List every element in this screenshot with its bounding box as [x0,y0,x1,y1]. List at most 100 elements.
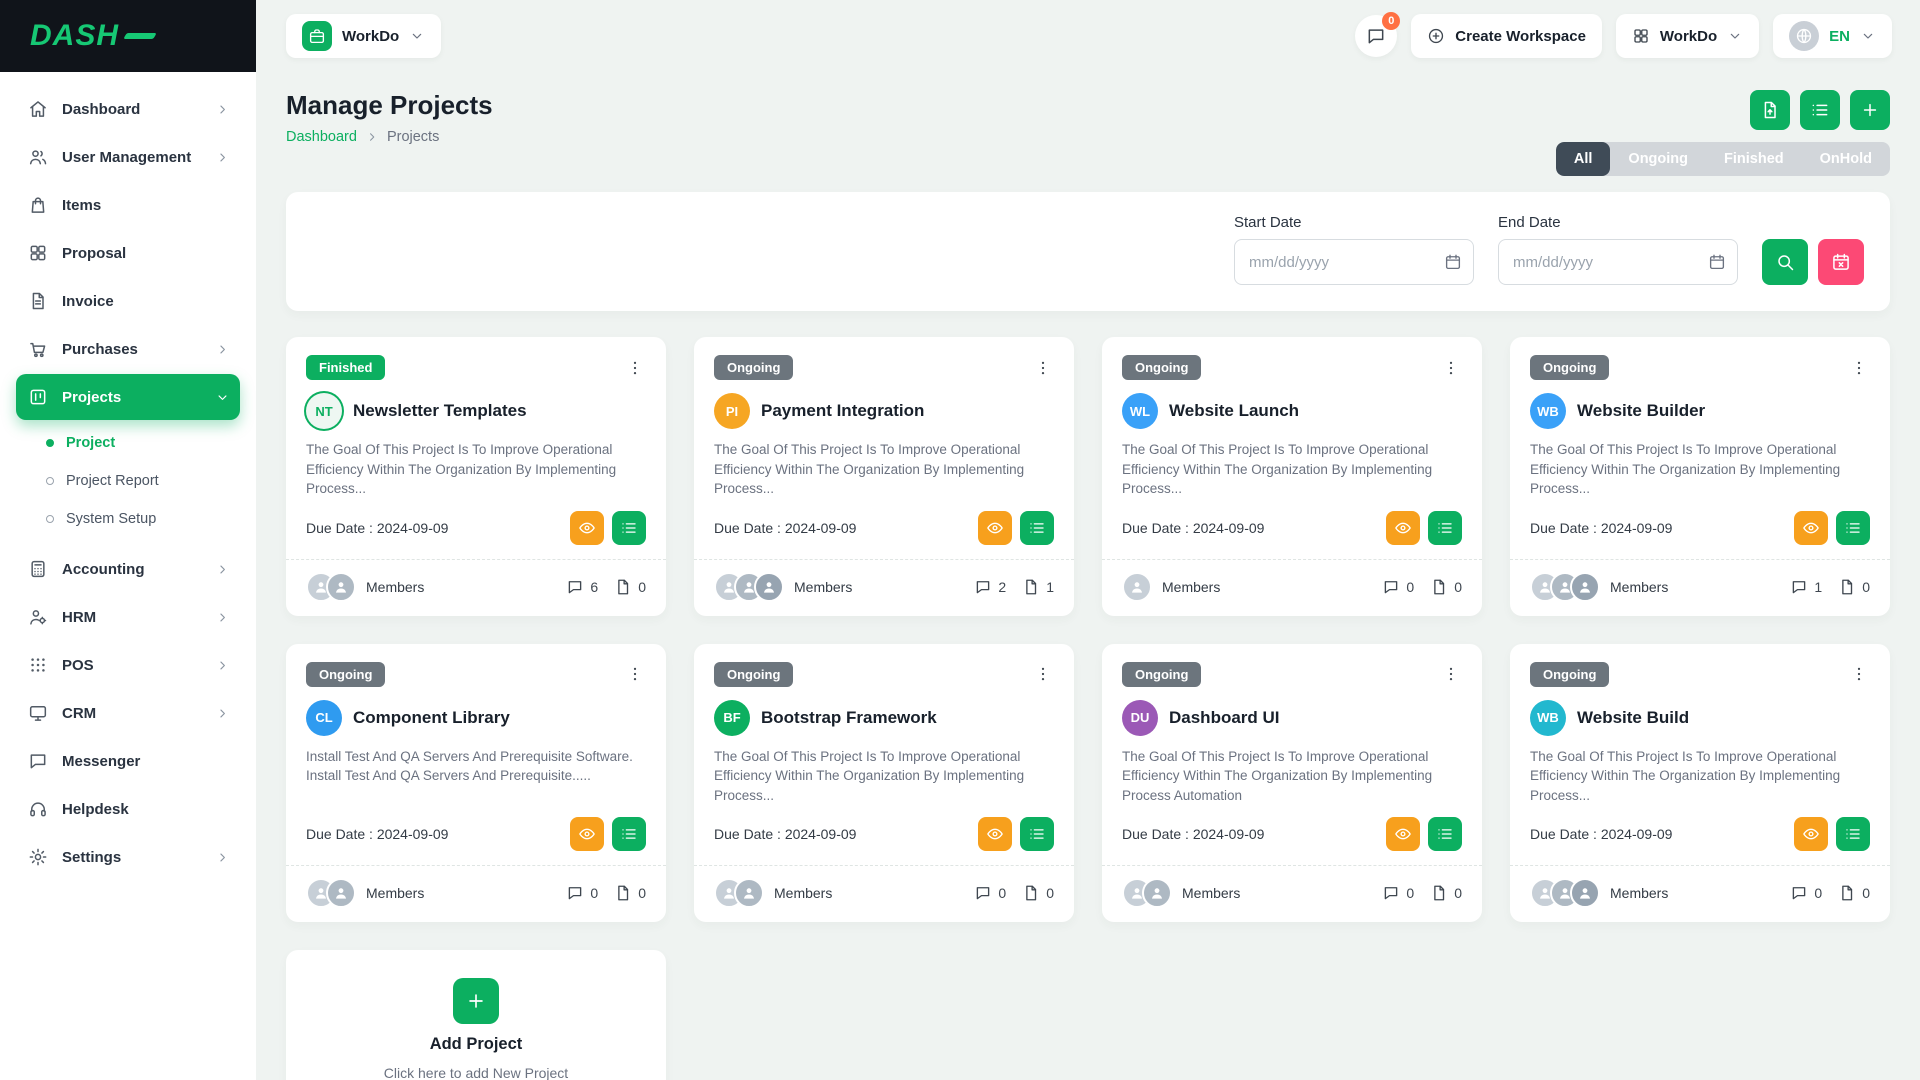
member-avatars[interactable] [714,571,784,602]
member-avatars[interactable] [1530,571,1600,602]
card-menu-button[interactable] [624,357,646,379]
view-project-button[interactable] [570,817,604,852]
tasks-button[interactable] [612,817,646,852]
sidebar-item-user-management[interactable]: User Management [16,134,240,180]
language-selector[interactable]: EN [1773,14,1892,58]
tasks-button[interactable] [1428,817,1462,852]
sidebar-subitem-project-report[interactable]: Project Report [34,462,240,500]
sidebar-subitem-system-setup[interactable]: System Setup [34,500,240,538]
tasks-button[interactable] [1836,817,1870,852]
project-title[interactable]: Bootstrap Framework [761,707,937,727]
view-project-button[interactable] [1386,510,1420,545]
workspace-switcher[interactable]: WorkDo [286,14,442,58]
member-avatars[interactable] [1530,878,1600,909]
view-project-button[interactable] [1386,817,1420,852]
member-avatar[interactable] [1142,878,1172,909]
sidebar-item-pos[interactable]: POS [16,642,240,688]
project-title[interactable]: Website Builder [1577,401,1706,420]
sidebar-item-label: Messenger [62,752,141,770]
search-button[interactable] [1762,239,1808,285]
card-menu-button[interactable] [1848,663,1870,685]
tab-finished[interactable]: Finished [1706,142,1802,176]
list-icon [1436,825,1454,843]
tasks-button[interactable] [612,510,646,545]
tasks-button[interactable] [1020,817,1054,852]
sidebar-item-proposal[interactable]: Proposal [16,230,240,276]
member-avatars[interactable] [1122,571,1152,602]
member-avatar[interactable] [734,878,764,909]
sidebar-subitem-label: System Setup [66,511,157,527]
start-date-input[interactable] [1234,239,1474,285]
list-view-button[interactable] [1800,90,1840,130]
card-menu-button[interactable] [1032,663,1054,685]
due-row: Due Date : 2024-09-09 [714,817,1054,852]
member-avatars[interactable] [306,878,356,909]
view-project-button[interactable] [978,510,1012,545]
view-project-button[interactable] [1794,510,1828,545]
sidebar-subitem-project[interactable]: Project [34,424,240,462]
sidebar-item-projects[interactable]: Projects [16,374,240,420]
app-logo[interactable]: DASH [30,19,157,53]
comments-count: 6 [566,578,598,596]
member-avatar[interactable] [1570,878,1600,909]
due-row: Due Date : 2024-09-09 [1530,510,1870,545]
sidebar-item-settings[interactable]: Settings [16,834,240,880]
comment-icon [1382,578,1400,596]
sidebar-item-dashboard[interactable]: Dashboard [16,86,240,132]
start-date-label: Start Date [1234,214,1302,231]
breadcrumb-dashboard-link[interactable]: Dashboard [286,129,357,145]
project-title[interactable]: Newsletter Templates [353,401,527,420]
sidebar-item-accounting[interactable]: Accounting [16,546,240,592]
card-menu-button[interactable] [1848,357,1870,379]
card-menu-button[interactable] [1440,357,1462,379]
tab-ongoing[interactable]: Ongoing [1610,142,1706,176]
tasks-button[interactable] [1020,510,1054,545]
file-icon [1022,578,1040,596]
view-project-button[interactable] [978,817,1012,852]
sidebar-item-hrm[interactable]: HRM [16,594,240,640]
project-title[interactable]: Component Library [353,707,510,727]
tab-all[interactable]: All [1555,142,1611,176]
sidebar-item-items[interactable]: Items [16,182,240,228]
project-title[interactable]: Website Build [1577,707,1690,727]
add-project-card[interactable]: Add Project Click here to add New Projec… [286,950,666,1080]
messages-button[interactable]: 0 [1355,12,1401,57]
tasks-button[interactable] [1836,510,1870,545]
member-avatars[interactable] [714,878,764,909]
project-title[interactable]: Dashboard UI [1169,707,1280,727]
create-workspace-button[interactable]: Create Workspace [1411,14,1602,58]
sidebar-item-messenger[interactable]: Messenger [16,738,240,784]
sidebar-item-invoice[interactable]: Invoice [16,278,240,324]
export-projects-button[interactable] [1750,90,1790,130]
reset-filter-button[interactable] [1818,239,1864,285]
member-avatar[interactable] [326,878,356,909]
end-date-input[interactable] [1498,239,1738,285]
member-avatars[interactable] [1122,878,1172,909]
tab-onhold[interactable]: OnHold [1802,142,1890,176]
project-card: Finished NT Newsletter Templates The Goa… [286,337,666,616]
sidebar-item-helpdesk[interactable]: Helpdesk [16,786,240,832]
tasks-button[interactable] [1428,510,1462,545]
project-title[interactable]: Payment Integration [761,401,925,420]
member-avatar[interactable] [1122,571,1152,602]
sidebar-item-purchases[interactable]: Purchases [16,326,240,372]
chevron-icon [215,706,230,721]
member-avatar[interactable] [1570,571,1600,602]
person-icon [1577,884,1593,902]
card-menu-button[interactable] [1032,357,1054,379]
view-project-button[interactable] [1794,817,1828,852]
member-avatars[interactable] [306,571,356,602]
card-menu-button[interactable] [624,663,646,685]
project-title[interactable]: Website Launch [1169,401,1300,420]
new-project-button[interactable] [1850,90,1890,130]
workspace-dropdown[interactable]: WorkDo [1615,14,1760,58]
member-avatar[interactable] [326,571,356,602]
card-menu-button[interactable] [1440,663,1462,685]
sidebar-item-crm[interactable]: CRM [16,690,240,736]
view-project-button[interactable] [570,510,604,545]
sidebar-submenu: Project Project Report System Setup [34,424,240,538]
member-avatar[interactable] [754,571,784,602]
due-row: Due Date : 2024-09-09 [306,510,646,545]
add-project-button[interactable] [453,978,499,1025]
chevron-icon [215,610,230,625]
